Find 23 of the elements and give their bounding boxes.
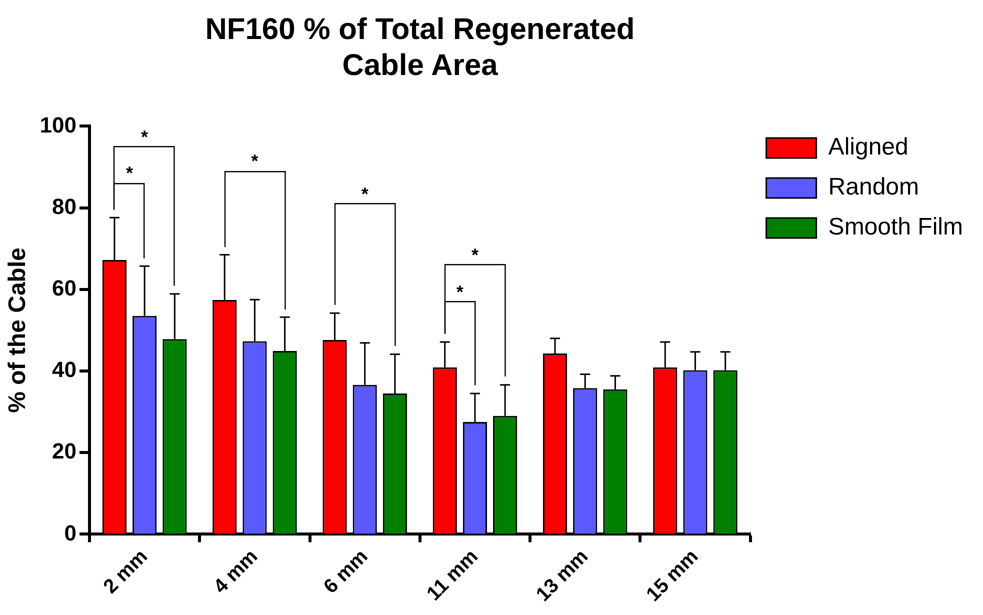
x-tick-label: 2 mm: [100, 546, 152, 598]
legend-label: Smooth Film: [828, 214, 964, 241]
x-tick-label: 11 mm: [422, 546, 482, 606]
annotation: *: [470, 244, 480, 265]
annotation: *: [455, 282, 464, 302]
legend-label: Random: [828, 174, 920, 201]
y-axis-title: % of the Cable: [4, 248, 32, 413]
x-tick-label: 4 mm: [210, 546, 262, 598]
y-tick-label: 0: [64, 520, 77, 546]
x-tick-label: 6 mm: [320, 546, 372, 598]
y-tick-label: 100: [40, 112, 77, 138]
y-tick-label: 60: [52, 275, 77, 300]
annotation: *: [250, 151, 260, 172]
y-tick-label: 80: [52, 194, 77, 219]
y-tick-label: 40: [52, 357, 77, 382]
x-tick-label: 15 mm: [642, 546, 703, 606]
annotation: *: [125, 163, 134, 184]
chart-title: NF160 % of Total Regenerated Cable Area: [205, 12, 635, 84]
annotation: *: [360, 184, 370, 204]
legend-label: Aligned: [828, 134, 908, 161]
x-tick-label: 13 mm: [532, 546, 593, 606]
y-tick-label: 20: [52, 438, 77, 464]
annotation: *: [140, 126, 150, 147]
